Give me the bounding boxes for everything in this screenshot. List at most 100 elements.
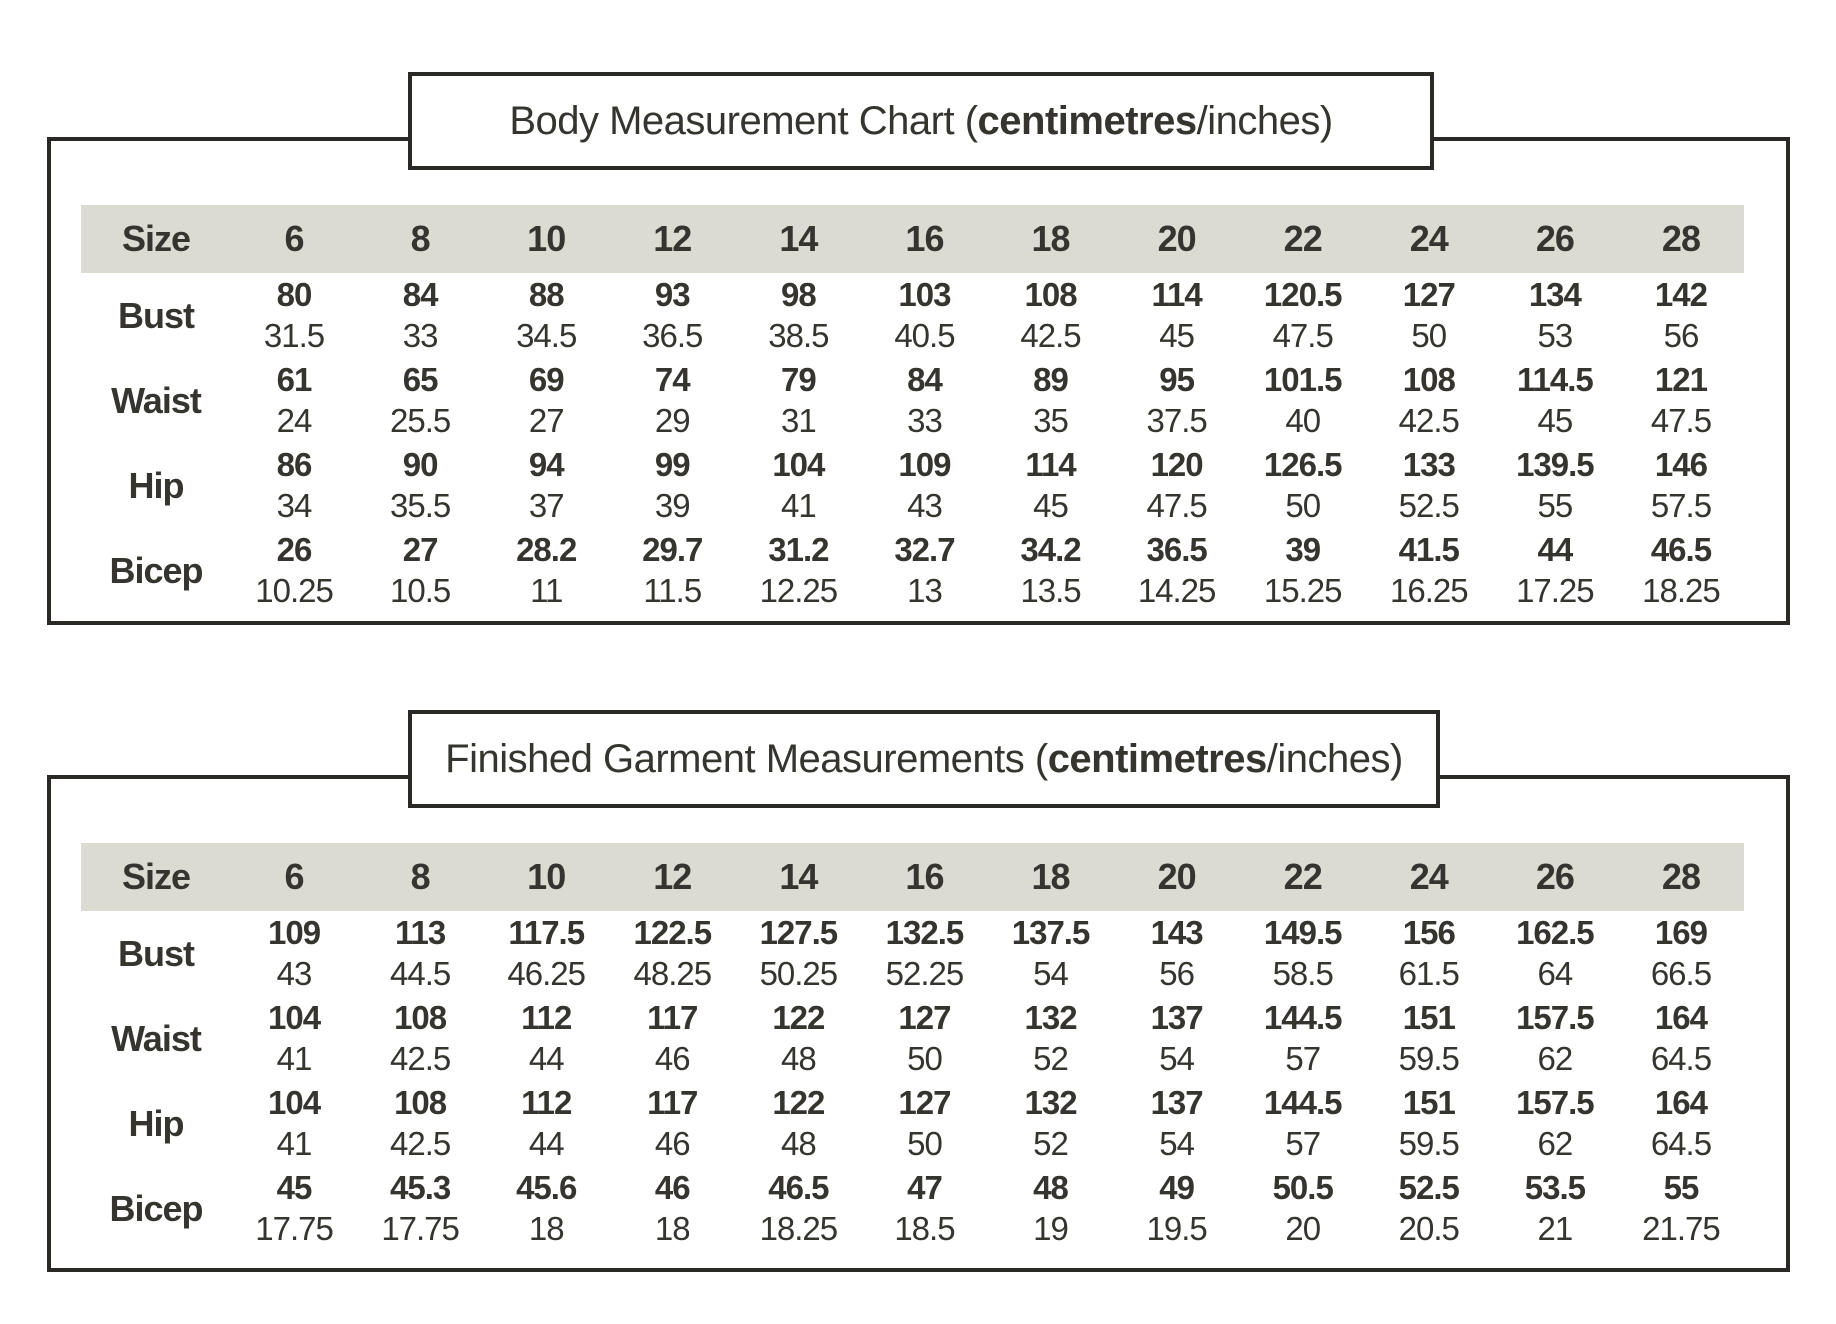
measurement-cell: 95 37.5: [1114, 360, 1240, 441]
measurement-cell: 47 18.5: [861, 1168, 987, 1249]
inch-value: 41: [276, 1039, 313, 1077]
measurement-cell: 122 48: [735, 998, 861, 1079]
cm-value: 45.6: [516, 1169, 577, 1207]
measurement-cell: 61 24: [231, 360, 357, 441]
inch-value: 41: [276, 1124, 313, 1162]
inch-value: 61.5: [1398, 954, 1460, 992]
inch-value: 57: [1285, 1039, 1321, 1077]
size-column-header: 18: [1031, 218, 1071, 259]
cm-value: 95: [1159, 361, 1195, 399]
measurement-cell: 117.5 46.25: [483, 913, 609, 994]
size-column-header: 10: [527, 856, 566, 897]
inch-value: 21: [1537, 1209, 1574, 1247]
measurement-cell: 45.6 18: [483, 1168, 609, 1249]
cm-value: 120.5: [1263, 276, 1343, 314]
measurement-cell: 127 50: [1366, 275, 1492, 356]
measurement-cell: 108 42.5: [988, 275, 1114, 356]
measurement-cell: 104 41: [735, 445, 861, 526]
inch-value: 52: [1033, 1124, 1069, 1162]
cm-value: 31.2: [768, 531, 829, 569]
cm-value: 84: [907, 361, 943, 399]
inch-value: 20: [1285, 1209, 1321, 1247]
size-column-header: 26: [1535, 856, 1575, 897]
inch-value: 11.5: [643, 571, 702, 609]
inch-value: 13: [907, 571, 943, 609]
inch-value: 64.5: [1650, 1124, 1712, 1162]
inch-value: 11: [530, 571, 563, 609]
measurement-cell: 89 35: [988, 360, 1114, 441]
finished-garment-table: Size 6 8 10 12 14 16 18 20 22 24 26 28 Bust 109 43 113 44…: [47, 775, 1790, 1272]
measurement-cell: 142 56: [1618, 275, 1744, 356]
cm-value: 69: [528, 361, 565, 399]
cm-value: 103: [898, 276, 951, 314]
measurement-cell: 117 46: [609, 1083, 735, 1164]
cm-value: 109: [268, 914, 321, 952]
cm-value: 84: [402, 276, 439, 314]
cm-value: 132.5: [885, 914, 965, 952]
inch-value: 13.5: [1020, 571, 1081, 609]
measurement-cell: 151 59.5: [1366, 1083, 1492, 1164]
measurement-cell: 144.5 57: [1240, 998, 1366, 1079]
measurement-cell: 55 21.75: [1618, 1168, 1744, 1249]
cm-value: 122: [772, 999, 825, 1037]
cm-value: 137: [1150, 999, 1204, 1037]
measurement-cell: 133 52.5: [1366, 445, 1492, 526]
body-measurement-chart-title: Body Measurement Chart (centimetres/inch…: [408, 72, 1434, 170]
cm-value: 139.5: [1516, 446, 1595, 484]
inch-value: 31.5: [263, 316, 325, 354]
cm-value: 46.5: [768, 1169, 829, 1207]
size-column-header: 14: [779, 856, 818, 897]
cm-value: 149.5: [1263, 914, 1343, 952]
measurement-cell: 113 44.5: [357, 913, 483, 994]
cm-value: 45: [276, 1169, 313, 1207]
cm-value: 46: [654, 1169, 691, 1207]
measurement-cell: 32.7 13: [861, 530, 987, 611]
size-column-header: 22: [1283, 218, 1323, 259]
cm-value: 34.2: [1020, 531, 1081, 569]
measurement-cell: 41.5 16.25: [1366, 530, 1492, 611]
measurement-cell: 45 17.75: [231, 1168, 357, 1249]
cm-value: 133: [1402, 446, 1456, 484]
table-row: Bicep 26 10.25 27 10.5 28.2 11 29.7 11.5 31.2 12.2…: [81, 528, 1744, 613]
measurement-cell: 114 45: [988, 445, 1114, 526]
inch-value: 27: [528, 401, 565, 439]
inch-value: 34.5: [516, 316, 577, 354]
cm-value: 79: [781, 361, 817, 399]
table-row: Bust 109 43 113 44.5 117.5 46.25 122.5 48.25 127.…: [81, 911, 1744, 996]
cm-value: 157.5: [1516, 1084, 1595, 1122]
measurement-cell: 109 43: [861, 445, 987, 526]
title-text-prefix: Body Measurement Chart (: [509, 98, 978, 143]
measurement-cell: 127.5 50.25: [735, 913, 861, 994]
cm-value: 52.5: [1398, 1169, 1460, 1207]
inch-value: 48.25: [633, 954, 712, 992]
size-column-header: 20: [1157, 218, 1197, 259]
measurement-cell: 36.5 14.25: [1114, 530, 1240, 611]
inch-value: 33: [907, 401, 943, 439]
row-label: Waist: [111, 379, 202, 421]
inch-value: 18.25: [759, 1209, 839, 1247]
measurement-cell: 164 64.5: [1618, 1083, 1744, 1164]
measurement-cell: 146 57.5: [1618, 445, 1744, 526]
measurement-cell: 44 17.25: [1492, 530, 1618, 611]
measurement-grid: Size 6 8 10 12 14 16 18 20 22 24 26 28 Bust 80 31.5 84 33…: [81, 205, 1744, 613]
inch-value: 62: [1537, 1039, 1574, 1077]
inch-value: 64.5: [1650, 1039, 1712, 1077]
cm-value: 121: [1654, 361, 1708, 399]
measurement-cell: 74 29: [609, 360, 735, 441]
inch-value: 59.5: [1398, 1039, 1460, 1077]
inch-value: 52.25: [885, 954, 965, 992]
size-column-header: 14: [779, 218, 818, 259]
inch-value: 37.5: [1146, 401, 1208, 439]
measurement-cell: 164 64.5: [1618, 998, 1744, 1079]
measurement-cell: 157.5 62: [1492, 998, 1618, 1079]
cm-value: 50.5: [1272, 1169, 1334, 1207]
cm-value: 94: [528, 446, 565, 484]
measurement-cell: 45.3 17.75: [357, 1168, 483, 1249]
measurement-cell: 53.5 21: [1492, 1168, 1618, 1249]
inch-value: 16.25: [1389, 571, 1469, 609]
inch-value: 44: [528, 1039, 565, 1077]
inch-value: 47.5: [1146, 486, 1208, 524]
table-row: Bicep 45 17.75 45.3 17.75 45.6 18 46 18 46.5 18.25…: [81, 1166, 1744, 1251]
measurement-cell: 157.5 62: [1492, 1083, 1618, 1164]
inch-value: 10.25: [255, 571, 334, 609]
